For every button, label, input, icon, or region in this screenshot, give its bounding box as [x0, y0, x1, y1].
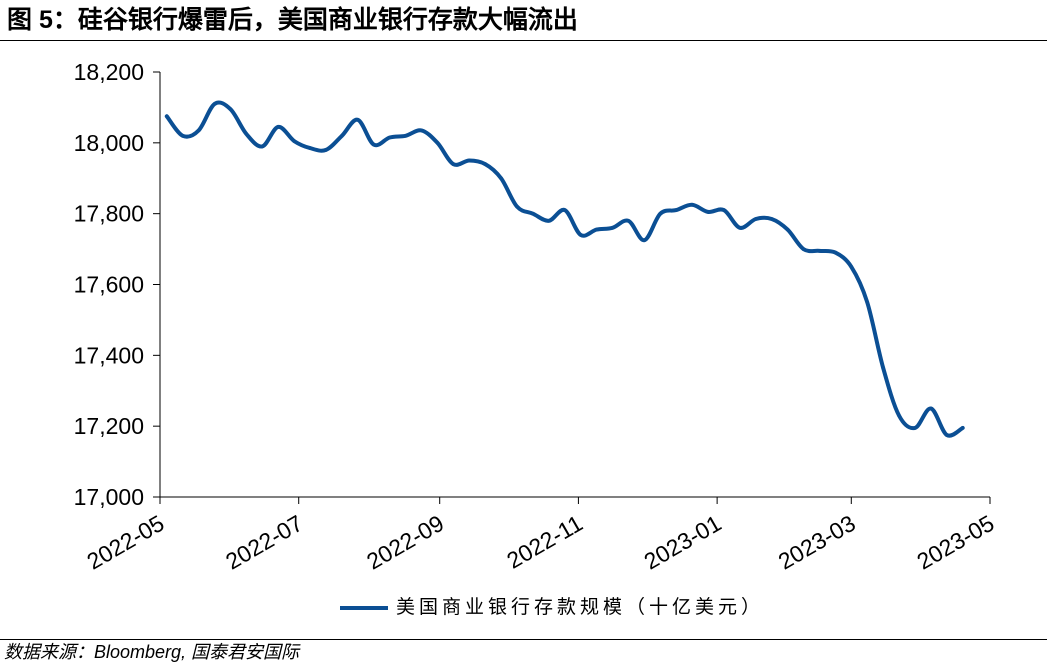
- x-tick-label: 2022-05: [82, 510, 168, 575]
- data-point: [945, 433, 949, 437]
- data-point: [849, 265, 854, 269]
- data-point: [165, 114, 169, 119]
- x-tick-label: 2023-03: [774, 510, 860, 575]
- data-point: [212, 102, 217, 106]
- data-point: [769, 217, 774, 221]
- data-point: [467, 158, 472, 163]
- y-tick-label: 18,000: [74, 130, 144, 156]
- y-tick-label: 17,800: [74, 201, 144, 227]
- x-tick-label: 2023-05: [912, 510, 998, 575]
- data-point: [451, 162, 456, 166]
- data-point: [196, 128, 201, 133]
- data-point: [690, 203, 694, 207]
- legend: 美国商业银行存款规模（十亿美元）: [340, 595, 764, 621]
- data-point: [674, 208, 678, 212]
- data-point: [435, 141, 440, 145]
- data-point: [578, 233, 583, 237]
- data-point: [228, 107, 233, 111]
- data-point: [929, 406, 933, 411]
- data-point: [913, 426, 917, 430]
- data-point: [897, 413, 901, 418]
- data-point: [387, 135, 392, 140]
- legend-swatch: [340, 606, 388, 610]
- data-point: [340, 134, 344, 138]
- data-point: [372, 142, 376, 147]
- data-point: [642, 238, 647, 242]
- series-line-deposits: [164, 100, 965, 438]
- y-tick-label: 17,600: [74, 272, 144, 298]
- data-point: [801, 247, 806, 251]
- data-point: [180, 134, 185, 138]
- data-point: [722, 208, 726, 212]
- data-point: [244, 132, 249, 136]
- data-point: [960, 426, 965, 430]
- x-tick-label: 2023-01: [639, 510, 725, 575]
- data-point: [881, 365, 885, 370]
- data-point: [356, 118, 360, 122]
- data-point: [658, 211, 663, 216]
- legend-label: 美国商业银行存款规模（十亿美元）: [396, 597, 765, 618]
- data-point: [308, 146, 312, 150]
- y-tick-label: 17,000: [74, 484, 144, 510]
- data-point: [483, 162, 488, 166]
- data-point: [817, 249, 822, 253]
- source-note: 数据来源：Bloomberg, 国泰君安国际: [4, 642, 300, 662]
- data-point: [547, 219, 551, 223]
- title-divider: [0, 40, 1047, 41]
- data-point: [785, 227, 790, 232]
- data-point: [738, 226, 742, 230]
- data-point: [260, 144, 265, 149]
- data-point: [865, 300, 869, 305]
- y-tick-label: 17,200: [74, 413, 144, 439]
- data-point: [706, 210, 710, 214]
- y-tick-label: 18,200: [74, 59, 144, 85]
- data-point: [292, 139, 297, 143]
- data-point: [499, 176, 503, 181]
- data-point: [626, 219, 631, 223]
- x-tick-label: 2022-09: [362, 510, 448, 575]
- data-point: [563, 208, 567, 212]
- figure-title: 图 5：硅谷银行爆雷后，美国商业银行存款大幅流出: [7, 6, 578, 34]
- x-tick-label: 2022-11: [502, 510, 587, 574]
- y-tick-label: 17,400: [74, 342, 144, 368]
- data-point: [324, 148, 328, 152]
- data-point: [754, 217, 758, 221]
- x-tick-label: 2022-07: [221, 510, 307, 575]
- data-point: [610, 226, 615, 230]
- data-point: [833, 250, 838, 255]
- data-point: [403, 134, 408, 138]
- data-point: [419, 128, 424, 133]
- data-point: [594, 227, 599, 232]
- source-divider: [0, 639, 1047, 640]
- data-point: [276, 125, 281, 129]
- data-point: [531, 211, 535, 216]
- data-point: [515, 204, 519, 209]
